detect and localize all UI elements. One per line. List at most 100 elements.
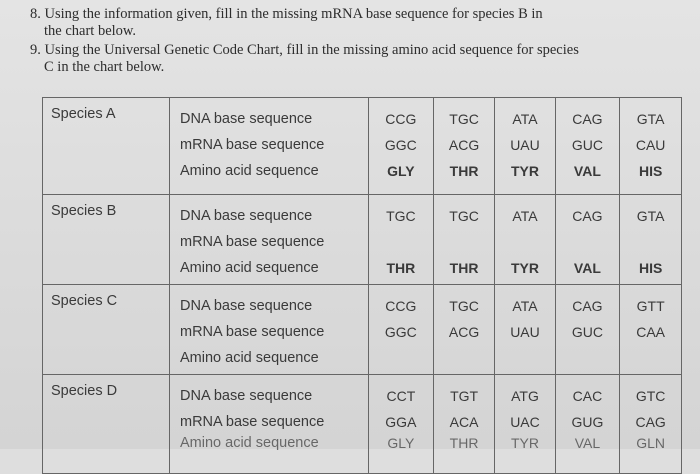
codon-column: ATA UAU TYR (494, 97, 556, 195)
mrna-codon: UAC (510, 414, 540, 430)
codon-column: CCT GGA GLY (368, 374, 434, 474)
question-9: 9. Using the Universal Genetic Code Char… (30, 42, 650, 76)
codon-column: ATG UAC TYR (494, 374, 556, 474)
mrna-codon: GUG (571, 414, 604, 430)
species-c-row: Species C DNA base sequence mRNA base se… (42, 284, 682, 375)
dna-codon: TGC (449, 298, 479, 314)
codon-column: TGC ACG (432, 284, 496, 375)
codon-column: TGT ACA THR (432, 374, 496, 474)
species-b-row: Species B DNA base sequence mRNA base se… (42, 194, 682, 285)
codon-column: CCG GGC (368, 284, 434, 375)
amino-acid: TYR (510, 163, 539, 179)
mrna-codon: GGC (384, 324, 417, 340)
question-8: 8. Using the information given, fill in … (30, 6, 630, 40)
amino-acid: HIS (638, 260, 663, 276)
codon-column: CAG VAL (554, 194, 621, 285)
species-a-row: Species A DNA base sequence mRNA base se… (42, 97, 682, 195)
amino-label: Amino acid sequence (180, 350, 319, 366)
question-8-line-1: 8. Using the information given, fill in … (30, 6, 543, 22)
codon-column: TGC ACG THR (432, 97, 496, 195)
amino-acid: THR (449, 435, 479, 451)
dna-codon: CCG (385, 298, 417, 314)
mrna-codon: UAU (510, 137, 540, 153)
mrna-blank[interactable] (369, 229, 433, 255)
amino-acid: VAL (574, 435, 601, 451)
amino-label: Amino acid sequence (180, 260, 319, 276)
codon-column: GTA HIS (619, 194, 682, 285)
mrna-codon: UAU (510, 324, 540, 340)
question-9-line-2: C in the chart below. (44, 59, 165, 75)
codon-column: GTA CAU HIS (619, 97, 682, 195)
mrna-blank[interactable] (620, 229, 681, 255)
dna-label: DNA base sequence (180, 298, 313, 314)
dna-codon: GTA (636, 111, 665, 127)
amino-blank[interactable] (556, 345, 620, 371)
dna-codon: TGC (449, 111, 479, 127)
dna-codon: ATA (512, 111, 538, 127)
row-labels: DNA base sequence mRNA base sequence Ami… (169, 284, 369, 375)
codon-column: CCG GGC GLY (368, 97, 434, 195)
codon-column: CAG GUC VAL (554, 97, 621, 195)
question-8-line-2: the chart below. (44, 23, 137, 39)
amino-blank[interactable] (434, 345, 495, 371)
dna-codon: CCG (385, 111, 417, 127)
dna-codon: CAG (572, 298, 603, 314)
dna-codon: TGC (386, 208, 416, 224)
species-name: Species C (42, 284, 170, 375)
question-9-line-1: 9. Using the Universal Genetic Code Char… (30, 42, 579, 58)
mrna-blank[interactable] (495, 229, 554, 255)
mrna-codon: ACG (448, 137, 480, 153)
amino-acid: THR (449, 260, 479, 276)
dna-label: DNA base sequence (180, 208, 313, 224)
codon-column: TGC THR (432, 194, 496, 285)
species-name: Species D (42, 374, 170, 474)
amino-acid: GLY (387, 435, 415, 451)
dna-codon: GTC (635, 388, 666, 404)
codon-column: GTT CAA (619, 284, 682, 375)
amino-label: Amino acid sequence (180, 435, 319, 451)
amino-acid: TYR (510, 260, 539, 276)
row-labels: DNA base sequence mRNA base sequence Ami… (169, 194, 369, 285)
dna-codon: CCT (386, 388, 416, 404)
species-name: Species B (42, 194, 170, 285)
species-d-row: Species D DNA base sequence mRNA base se… (42, 374, 682, 474)
codon-column: GTC CAG GLN (619, 374, 682, 474)
mrna-label: mRNA base sequence (180, 324, 325, 340)
amino-acid: VAL (573, 260, 601, 276)
mrna-codon: CAA (636, 324, 666, 340)
mrna-codon: ACA (449, 414, 479, 430)
mrna-blank[interactable] (434, 229, 495, 255)
mrna-codon: CAG (635, 414, 666, 430)
amino-acid: GLN (636, 435, 666, 451)
dna-codon: CAG (572, 111, 603, 127)
row-labels: DNA base sequence mRNA base sequence Ami… (169, 97, 369, 195)
mrna-label: mRNA base sequence (180, 414, 325, 430)
amino-acid: THR (449, 163, 479, 179)
amino-label: Amino acid sequence (180, 163, 319, 179)
amino-blank[interactable] (620, 345, 681, 371)
dna-codon: ATG (511, 388, 539, 404)
codon-column: TGC THR (368, 194, 434, 285)
dna-codon: ATA (512, 208, 538, 224)
codon-column: CAG GUC (554, 284, 621, 375)
amino-blank[interactable] (369, 345, 433, 371)
amino-blank[interactable] (495, 345, 554, 371)
dna-codon: GTA (636, 208, 665, 224)
dna-label: DNA base sequence (180, 388, 313, 404)
dna-codon: ATA (512, 298, 538, 314)
mrna-label: mRNA base sequence (180, 137, 325, 153)
mrna-codon: ACG (448, 324, 480, 340)
amino-acid: THR (386, 260, 416, 276)
species-name: Species A (42, 97, 170, 195)
codon-column: ATA UAU (494, 284, 556, 375)
mrna-codon: GGA (385, 414, 417, 430)
dna-codon: CAG (572, 208, 603, 224)
mrna-label: mRNA base sequence (180, 234, 325, 250)
codon-column: CAC GUG VAL (554, 374, 621, 474)
dna-codon: TGC (449, 208, 479, 224)
dna-label: DNA base sequence (180, 111, 313, 127)
mrna-codon: GUC (571, 324, 603, 340)
mrna-blank[interactable] (556, 229, 620, 255)
genetic-code-chart: Species A DNA base sequence mRNA base se… (42, 97, 682, 474)
